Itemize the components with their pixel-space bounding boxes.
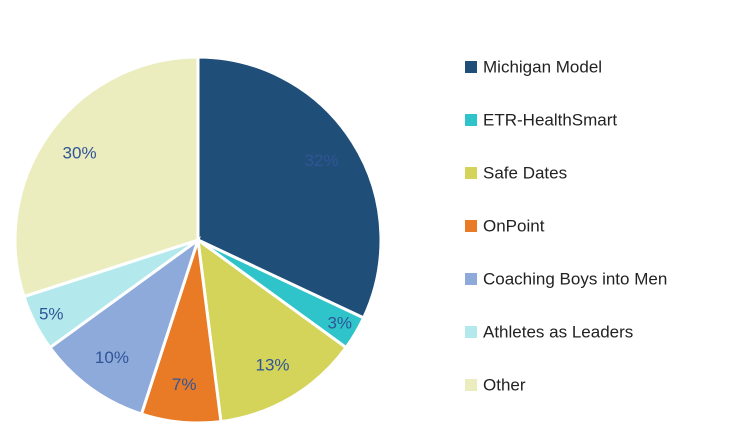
pie-slice <box>13 55 200 299</box>
legend-swatch <box>465 167 477 179</box>
legend-label: Michigan Model <box>483 57 602 76</box>
legend-swatch <box>465 379 477 391</box>
legend-label: Other <box>483 375 526 394</box>
value-label: 3% <box>327 313 352 332</box>
legend-swatch <box>465 273 477 285</box>
legend-label: Athletes as Leaders <box>483 322 633 341</box>
value-label: 30% <box>63 143 97 162</box>
legend-swatch <box>465 220 477 232</box>
value-label: 5% <box>39 304 64 323</box>
legend-label: ETR-HealthSmart <box>483 110 617 129</box>
legend-swatch <box>465 61 477 73</box>
pie-slice <box>47 236 201 416</box>
legend-label: Coaching Boys into Men <box>483 269 667 288</box>
value-label: 13% <box>256 355 290 374</box>
legend-swatch <box>465 326 477 338</box>
legend-label: OnPoint <box>483 216 545 235</box>
legend-swatch <box>465 114 477 126</box>
value-label: 32% <box>305 151 339 170</box>
legend-label: Safe Dates <box>483 163 567 182</box>
pie-slice <box>196 236 349 424</box>
value-label: 10% <box>95 348 129 367</box>
value-label: 7% <box>172 375 197 394</box>
pie-slice <box>196 55 383 320</box>
